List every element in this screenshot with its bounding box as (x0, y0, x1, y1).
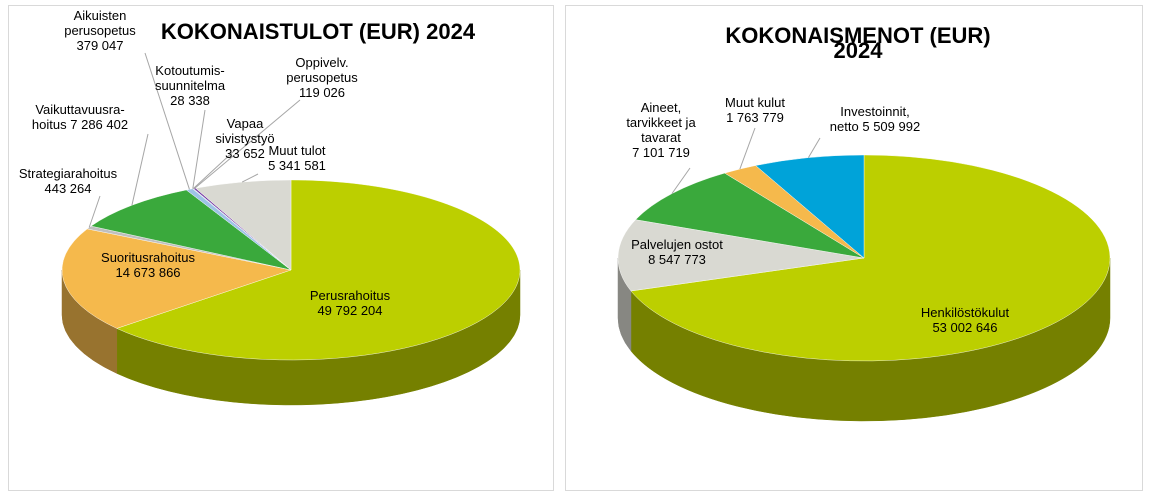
value-label: 8 547 773 (648, 252, 706, 267)
value-label: 379 047 (76, 38, 124, 53)
category-name: Perusrahoitus (309, 288, 391, 303)
value-label: 5 341 581 (268, 158, 326, 173)
value-label: 53 002 646 (932, 320, 998, 335)
leader-line (739, 127, 756, 170)
value-label: 119 026 (298, 85, 346, 100)
category-name: Vapaa sivistystyö (215, 116, 275, 146)
value-label: 7 101 719 (632, 145, 690, 160)
slice-label: Henkilöstökulut 53 002 646 (921, 305, 1009, 335)
slice (635, 172, 865, 259)
value-label: 5 509 992 (862, 119, 921, 134)
slice-label: Aineet, tarvikkeet ja tavarat 7 101 719 (626, 100, 695, 160)
leader-line (131, 133, 149, 206)
value-label: 443 264 (44, 181, 92, 196)
slice-label: Vaikuttavuusra- hoitus 7 286 402 (32, 102, 128, 132)
category-name: Kotoutumis- suunnitelma (154, 63, 226, 93)
category-name: Muut kulut (725, 95, 785, 110)
category-name: Henkilöstökulut (920, 305, 1010, 320)
chart-title: KOKONAISTULOT (EUR) 2024 (160, 19, 476, 44)
value-label: 49 792 204 (317, 303, 383, 318)
slice (755, 154, 865, 259)
category-name: Investoinnit, netto (829, 104, 910, 134)
category-name: Oppivelv. perusopetus (286, 55, 358, 85)
slice-label: Perusrahoitus 49 792 204 (310, 288, 390, 318)
slice-label: Suoritusrahoitus 14 673 866 (101, 250, 195, 280)
value-label: 7 286 402 (70, 117, 129, 132)
slice-label: Muut tulot 5 341 581 (268, 143, 326, 173)
category-name: Strategiarahoitus (18, 166, 118, 181)
value-label: 1 763 779 (726, 110, 784, 125)
leader-line (144, 52, 190, 190)
category-name: Aineet, tarvikkeet ja tavarat (626, 100, 696, 145)
slice (630, 154, 1111, 362)
slice (116, 179, 521, 361)
slice-label: Oppivelv. perusopetus 119 026 (286, 55, 358, 100)
chart-title: KOKONAISMENOT (EUR) 2024 (725, 23, 991, 63)
leader-line (192, 149, 236, 189)
value-label: 14 673 866 (115, 265, 181, 280)
value-label: 28 338 (170, 93, 210, 108)
category-name: Muut tulot (268, 143, 326, 158)
leader-line (88, 195, 101, 228)
leader-line (807, 137, 821, 158)
slice-label: Kotoutumis- suunnitelma 28 338 (155, 63, 225, 108)
leader-line (192, 109, 206, 189)
slice-label: Muut kulut 1 763 779 (725, 95, 785, 125)
leader-line (241, 173, 259, 183)
slice-label: Investoinnit, netto 5 509 992 (830, 104, 920, 134)
slice-label: Vapaa sivistystyö 33 652 (215, 116, 274, 161)
slice-label: Strategiarahoitus 443 264 (19, 166, 117, 196)
category-name: Aikuisten perusopetus (64, 8, 136, 38)
category-name: Palvelujen ostot (631, 237, 723, 252)
category-name: Suoritusrahoitus (101, 250, 195, 265)
category-name: Vaikuttavuusra- hoitus (31, 102, 125, 132)
slice (617, 219, 865, 292)
leader-line (194, 99, 301, 189)
slice-label: Aikuisten perusopetus 379 047 (64, 8, 136, 53)
slice (90, 189, 292, 271)
slice (61, 228, 292, 329)
slice (195, 179, 292, 271)
slice-label: Palvelujen ostot 8 547 773 (631, 237, 723, 267)
leader-line (671, 167, 691, 194)
value-label: 33 652 (225, 146, 265, 161)
